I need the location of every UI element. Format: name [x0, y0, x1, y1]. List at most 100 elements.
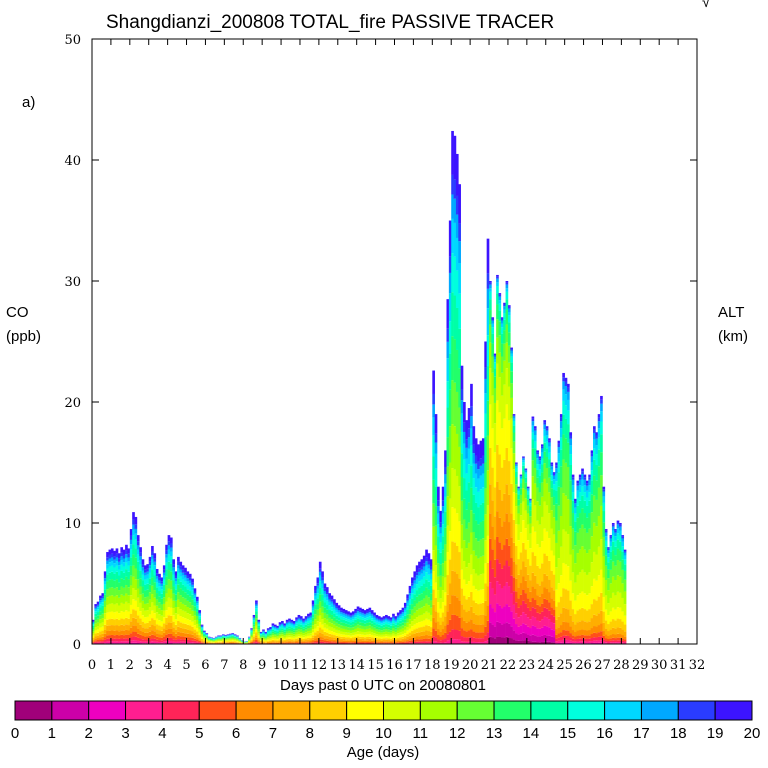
area-segment	[146, 616, 150, 623]
area-segment	[458, 578, 461, 601]
area-segment	[387, 640, 391, 642]
area-segment	[373, 616, 376, 618]
area-segment	[139, 564, 142, 571]
area-segment	[266, 634, 270, 636]
area-segment	[262, 641, 265, 643]
area-segment	[323, 638, 327, 641]
area-segment	[515, 624, 518, 634]
area-segment	[172, 615, 176, 622]
area-segment	[531, 552, 535, 573]
area-segment	[307, 631, 310, 634]
area-segment	[181, 584, 185, 591]
area-segment	[375, 618, 379, 620]
area-segment	[297, 631, 301, 635]
area-segment	[257, 619, 261, 622]
area-segment	[347, 643, 350, 644]
area-segment	[155, 629, 159, 634]
area-segment	[512, 414, 516, 416]
area-segment	[489, 560, 492, 583]
area-segment	[510, 513, 513, 538]
area-segment	[290, 639, 294, 641]
area-segment	[543, 641, 547, 644]
area-segment	[299, 620, 303, 623]
area-segment	[129, 637, 133, 641]
area-segment	[593, 495, 596, 523]
area-segment	[257, 642, 261, 644]
area-segment	[179, 602, 183, 610]
area-segment	[333, 620, 336, 625]
area-segment	[446, 552, 450, 576]
area-segment	[470, 641, 473, 644]
colorbar-tick-label: 14	[523, 725, 540, 742]
area-segment	[448, 631, 452, 640]
area-segment	[491, 343, 495, 357]
colorbar-swatch	[272, 700, 311, 721]
area-segment	[229, 637, 232, 638]
area-segment	[484, 488, 487, 515]
area-segment	[316, 621, 320, 627]
area-segment	[413, 583, 417, 589]
area-segment	[500, 500, 504, 527]
area-segment	[229, 635, 232, 637]
area-segment	[269, 631, 272, 633]
area-segment	[619, 535, 622, 542]
area-segment	[555, 589, 558, 607]
area-segment	[134, 626, 138, 633]
area-segment	[434, 414, 438, 434]
area-segment	[529, 500, 532, 502]
area-segment	[146, 603, 150, 611]
area-segment	[136, 545, 140, 550]
area-segment	[609, 597, 613, 612]
area-segment	[255, 608, 258, 612]
area-segment	[96, 642, 100, 644]
area-segment	[486, 605, 490, 621]
area-segment	[486, 435, 490, 471]
area-segment	[316, 640, 320, 643]
area-segment	[470, 406, 473, 417]
area-segment	[571, 492, 575, 501]
area-segment	[110, 595, 114, 604]
area-segment	[203, 638, 206, 640]
area-segment	[604, 620, 608, 629]
area-segment	[103, 584, 107, 590]
area-segment	[581, 468, 584, 472]
area-segment	[486, 273, 490, 289]
area-segment	[507, 308, 511, 312]
area-segment	[448, 293, 452, 322]
area-segment	[491, 588, 495, 609]
area-segment	[427, 631, 431, 636]
area-segment	[541, 563, 544, 582]
area-segment	[392, 616, 395, 618]
area-segment	[604, 642, 608, 644]
area-segment	[266, 640, 270, 642]
area-segment	[574, 503, 577, 508]
area-segment	[602, 486, 606, 490]
area-segment	[200, 637, 204, 639]
area-segment	[484, 641, 487, 644]
area-segment	[299, 627, 303, 630]
area-segment	[198, 610, 202, 613]
area-segment	[441, 506, 445, 514]
area-segment	[510, 349, 513, 351]
area-segment	[160, 640, 164, 643]
area-segment	[576, 517, 580, 533]
area-segment	[569, 633, 573, 638]
area-segment	[533, 575, 537, 589]
area-segment	[380, 623, 383, 626]
area-segment	[354, 617, 357, 620]
area-segment	[328, 633, 331, 637]
area-segment	[377, 634, 381, 637]
area-segment	[489, 513, 492, 539]
area-segment	[465, 490, 469, 510]
area-segment	[238, 639, 242, 641]
area-segment	[188, 625, 192, 631]
area-segment	[221, 636, 225, 637]
area-segment	[162, 572, 166, 576]
area-segment	[562, 621, 565, 631]
area-segment	[259, 639, 263, 641]
area-segment	[510, 353, 513, 357]
area-segment	[363, 623, 367, 627]
area-segment	[318, 561, 322, 569]
area-segment	[406, 634, 409, 637]
area-segment	[141, 627, 145, 633]
